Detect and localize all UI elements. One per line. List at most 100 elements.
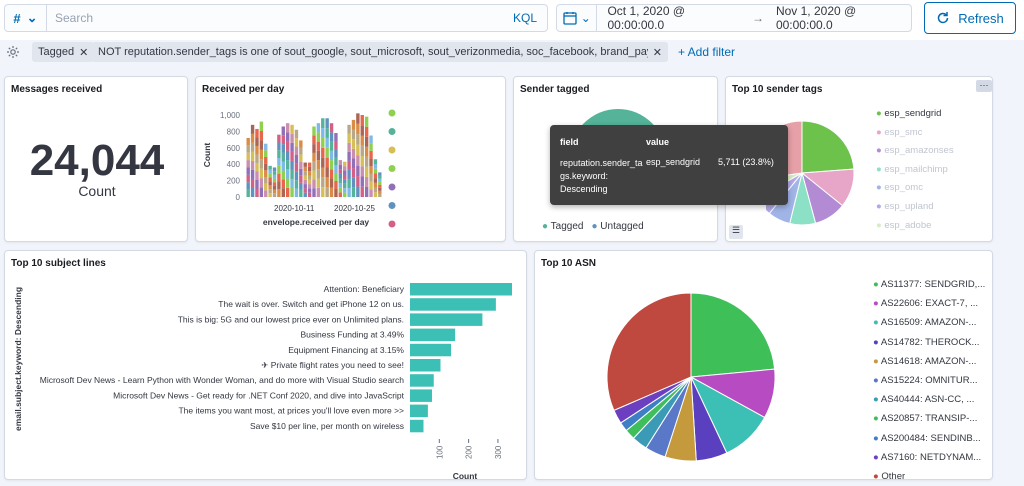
panel-options-icon[interactable]: ⋯ — [976, 80, 992, 92]
legend-dot[interactable] — [388, 165, 396, 172]
bar[interactable] — [259, 121, 264, 197]
legend-item[interactable]: ● AS14618: AMAZON-... — [873, 355, 977, 367]
bar[interactable] — [303, 162, 307, 197]
bar[interactable] — [410, 343, 452, 357]
legend-item[interactable]: ● Other — [873, 471, 906, 483]
bar[interactable] — [268, 165, 272, 197]
bar[interactable] — [255, 128, 259, 197]
bar[interactable] — [343, 161, 347, 197]
legend-item[interactable]: ● AS7160: NETDYNAM... — [873, 451, 982, 463]
bar[interactable] — [285, 123, 290, 197]
query-language-button[interactable]: # ⌄ — [5, 5, 47, 31]
search-field[interactable]: # ⌄ Search KQL — [4, 4, 548, 32]
bar[interactable] — [325, 118, 329, 197]
bar[interactable] — [347, 124, 351, 197]
panel-top-asn: Top 10 ASN ● AS11377: SENDGRID,... ● AS22… — [534, 250, 993, 482]
bar[interactable] — [312, 126, 316, 197]
bar[interactable] — [334, 133, 338, 197]
legend-item[interactable]: ● AS11377: SENDGRID,... — [873, 279, 986, 290]
bar[interactable] — [316, 123, 321, 197]
legend-dot[interactable] — [388, 202, 396, 209]
bar[interactable] — [410, 389, 432, 402]
legend-dot[interactable] — [388, 146, 396, 154]
bar[interactable] — [338, 160, 343, 197]
bar[interactable] — [410, 359, 441, 372]
legend-item[interactable]: ● AS20857: TRANSIP-... — [873, 413, 978, 425]
x-tick-label: 300 — [494, 445, 503, 459]
pie-slice[interactable] — [690, 292, 776, 378]
category-label: Attention: Beneficiary — [324, 284, 405, 294]
bar[interactable] — [378, 172, 382, 197]
bar[interactable] — [272, 167, 277, 197]
pie-slice[interactable] — [801, 120, 855, 174]
legend-item[interactable]: ● AS22606: EXACT-7, ... — [873, 298, 979, 310]
x-axis-title: Count — [453, 471, 478, 481]
search-input[interactable]: Search — [55, 11, 94, 25]
legend-item[interactable]: ● esp_sendgrid — [876, 108, 942, 119]
bar[interactable] — [264, 143, 268, 197]
filter-pill-sender-tags[interactable]: NOT reputation.sender_tags is one of sou… — [92, 42, 668, 62]
bar[interactable] — [369, 135, 373, 198]
kql-toggle[interactable]: KQL — [512, 11, 537, 25]
filter-pill-tagged[interactable]: Tagged ✕ — [32, 42, 95, 62]
legend-dot[interactable] — [388, 183, 396, 191]
bar[interactable] — [410, 404, 428, 418]
bar[interactable] — [410, 298, 496, 311]
date-start[interactable]: Oct 1, 2020 @ 00:00:00.0 — [607, 4, 686, 32]
subject-lines-chart: Attention: Beneficiary The wait is over. … — [13, 283, 512, 481]
bar[interactable] — [360, 115, 364, 197]
date-picker[interactable]: ⌄ Oct 1, 2020 @ 00:00:00.0 → Nov 1, 2020… — [556, 4, 912, 32]
legend-item[interactable]: ● esp_adobe — [876, 219, 932, 231]
date-end[interactable]: Nov 1, 2020 @ 00:00:00.0 — [775, 4, 857, 32]
close-icon[interactable]: ✕ — [79, 46, 89, 59]
bar[interactable] — [277, 134, 281, 197]
bar[interactable] — [364, 116, 369, 197]
legend-dot[interactable] — [388, 220, 396, 228]
legend-item[interactable]: ● AS14782: THEROCK... — [873, 336, 980, 348]
legend-item[interactable]: ● esp_upland — [876, 200, 934, 212]
panel-title: Received per day — [202, 84, 285, 95]
legend-item[interactable]: ● AS200484: SENDINB... — [873, 432, 981, 444]
bar[interactable] — [321, 118, 325, 197]
y-tick-label: 0 — [236, 193, 241, 202]
legend-item[interactable]: ● AS40444: ASN-CC, ... — [873, 394, 975, 406]
bar[interactable] — [373, 159, 378, 197]
legend-item[interactable]: ● esp_smc — [876, 126, 923, 138]
bar[interactable] — [250, 124, 255, 197]
legend-item[interactable]: ● AS16509: AMAZON-... — [873, 317, 977, 329]
bar[interactable] — [356, 113, 360, 197]
legend-item[interactable]: ● AS15224: OMNITUR... — [873, 375, 978, 387]
legend-item[interactable]: ● esp_amazonses — [876, 145, 954, 157]
bar[interactable] — [290, 124, 294, 197]
bar[interactable] — [410, 313, 483, 326]
gear-icon[interactable] — [6, 45, 20, 59]
tooltip-header-field: field — [560, 137, 579, 147]
bar[interactable] — [246, 137, 250, 197]
bar[interactable] — [299, 140, 303, 197]
legend-dot[interactable] — [388, 128, 396, 135]
bar[interactable] — [307, 162, 312, 197]
legend-item-untagged[interactable]: ● Untagged — [591, 221, 644, 232]
pie-slice[interactable] — [606, 292, 692, 412]
close-icon[interactable]: ✕ — [652, 46, 662, 59]
legend-item[interactable]: ● esp_mailchimp — [876, 163, 948, 175]
bar[interactable] — [281, 126, 285, 197]
bar[interactable] — [329, 123, 334, 197]
legend-item-tagged[interactable]: ● Tagged — [542, 221, 584, 232]
bar[interactable] — [351, 119, 356, 197]
refresh-button[interactable]: Refresh — [924, 2, 1016, 34]
list-icon[interactable]: ☰ — [729, 225, 743, 239]
bar[interactable] — [410, 374, 434, 387]
bar[interactable] — [410, 283, 512, 296]
query-bar: # ⌄ Search KQL ⌄ Oct 1, 2020 @ 00:00:00.0… — [0, 0, 1024, 40]
bar[interactable] — [294, 129, 299, 197]
quick-select-button[interactable]: ⌄ — [557, 5, 598, 31]
legend-item[interactable]: ● esp_omc — [876, 182, 923, 194]
bar[interactable] — [410, 328, 456, 342]
refresh-label: Refresh — [958, 10, 1004, 26]
metric-value: 24,044 — [29, 136, 165, 185]
legend-dot[interactable] — [388, 109, 396, 117]
add-filter-link[interactable]: + Add filter — [678, 45, 736, 59]
bar[interactable] — [410, 419, 424, 433]
category-label: Microsoft Dev News - Learn Python with W… — [40, 375, 405, 385]
